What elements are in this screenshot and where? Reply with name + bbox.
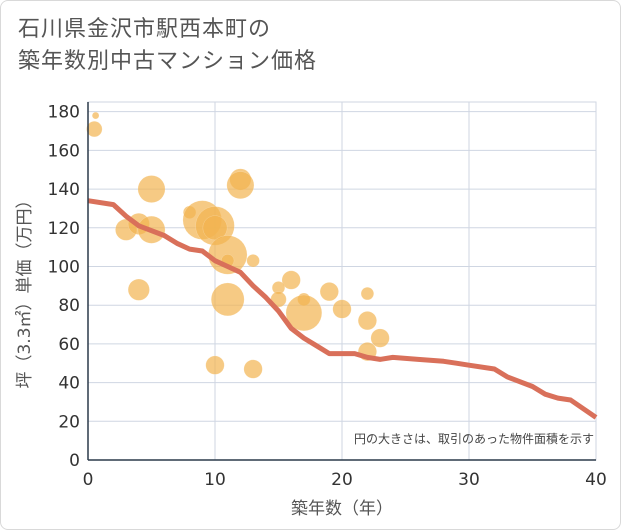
data-bubble [281, 270, 301, 290]
data-bubble [357, 311, 377, 331]
y-tick-label: 120 [48, 219, 80, 239]
y-tick-label: 20 [58, 412, 80, 432]
trend-line-group [87, 198, 598, 420]
data-bubble [210, 282, 245, 317]
data-bubble [243, 359, 263, 379]
data-bubble [86, 121, 103, 138]
chart-title-line-2: 築年数別中古マンション価格 [18, 49, 318, 74]
data-bubble [246, 254, 260, 268]
axes: 0 20 40 60 80 100 120 140 160 180 0 10 20 30 40 [48, 102, 607, 490]
data-bubble [285, 294, 323, 332]
bubbles [86, 111, 390, 379]
chart-title: 石川県金沢市駅西本町の 築年数別中古マンション価格 [18, 14, 317, 78]
size-legend-note: 円の大きさは、取引のあった物件面積を示す [354, 431, 594, 446]
data-bubble [332, 299, 352, 319]
chart-title-line-1: 石川県金沢市駅西本町の [18, 17, 272, 42]
data-bubble [127, 278, 150, 301]
trend-line [87, 198, 598, 420]
x-tick-label: 40 [585, 470, 607, 490]
x-axis-label: 築年数（年） [291, 499, 393, 519]
y-tick-label: 60 [58, 335, 80, 355]
data-bubble [205, 355, 225, 375]
x-tick-label: 20 [331, 470, 353, 490]
y-tick-label: 40 [58, 374, 80, 394]
data-bubble [226, 171, 255, 200]
data-bubble [370, 328, 390, 348]
y-tick-label: 100 [48, 257, 80, 277]
grid [87, 101, 597, 461]
y-axis-label: 坪（3.3㎡）単価（万円） [15, 191, 35, 388]
x-tick-label: 0 [83, 470, 94, 490]
x-tick-label: 10 [204, 470, 226, 490]
data-bubble [91, 111, 100, 120]
y-tick-label: 140 [48, 180, 80, 200]
data-bubble [202, 215, 228, 241]
y-tick-label: 180 [48, 103, 80, 123]
data-bubble [319, 282, 339, 302]
y-tick-label: 160 [48, 141, 80, 161]
data-bubble [137, 175, 166, 203]
data-bubble [360, 286, 374, 301]
y-tick-label: 80 [58, 296, 80, 316]
y-tick-label: 0 [69, 451, 80, 471]
x-tick-label: 30 [458, 470, 480, 490]
